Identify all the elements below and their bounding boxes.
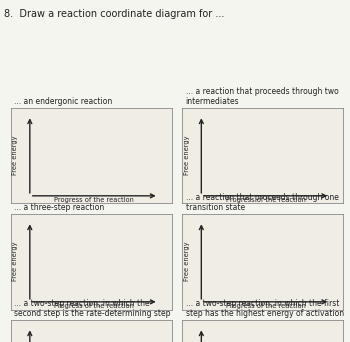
Text: Progress of the reaction: Progress of the reaction bbox=[54, 197, 134, 202]
Text: ... a two-step reaction, in which the first
step has the highest energy of activ: ... a two-step reaction, in which the fi… bbox=[186, 299, 344, 318]
Text: Progress of the reaction: Progress of the reaction bbox=[226, 303, 306, 308]
Text: Free energy: Free energy bbox=[184, 136, 190, 175]
Text: Free energy: Free energy bbox=[12, 136, 18, 175]
Text: ... a two-step reaction, in which the
second step is the rate-determining step: ... a two-step reaction, in which the se… bbox=[14, 299, 170, 318]
Text: Free energy: Free energy bbox=[12, 242, 18, 281]
Text: 8.  Draw a reaction coordinate diagram for ...: 8. Draw a reaction coordinate diagram fo… bbox=[4, 9, 224, 18]
Text: ... an endergonic reaction: ... an endergonic reaction bbox=[14, 97, 112, 106]
Text: ... a three-step reaction: ... a three-step reaction bbox=[14, 203, 104, 212]
Text: Progress of the reaction: Progress of the reaction bbox=[226, 197, 306, 202]
Text: Free energy: Free energy bbox=[184, 242, 190, 281]
Text: Progress of the reaction: Progress of the reaction bbox=[54, 303, 134, 308]
Text: ... a reaction that proceeds through one
transition state: ... a reaction that proceeds through one… bbox=[186, 193, 338, 212]
Text: ... a reaction that proceeds through two
intermediates: ... a reaction that proceeds through two… bbox=[186, 87, 338, 106]
